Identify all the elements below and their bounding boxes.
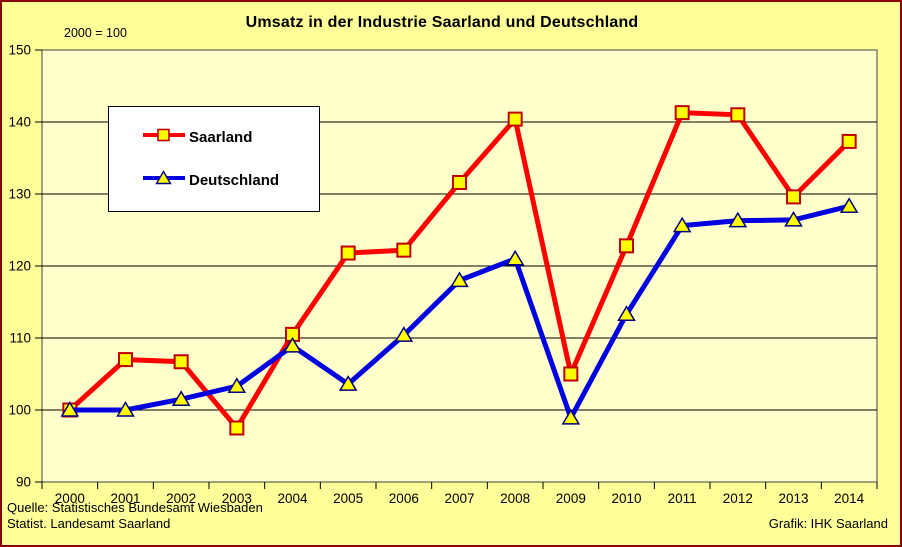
marker-deutschland	[617, 305, 636, 321]
marker-deutschland	[728, 211, 748, 228]
x-axis-label: 2000	[55, 491, 85, 506]
x-axis-label: 2013	[778, 491, 808, 506]
x-axis-label: 2008	[500, 491, 530, 506]
legend-label-deutschland: Deutschland	[189, 171, 280, 189]
marker-saarland	[619, 238, 634, 254]
x-axis-label: 2007	[444, 491, 474, 506]
legend-label-saarland: Saarland	[189, 129, 253, 147]
x-axis-label: 2011	[668, 491, 697, 506]
index-base-note: 2000 = 100	[64, 26, 127, 40]
marker-saarland	[340, 245, 356, 261]
marker-deutschland	[283, 336, 302, 353]
y-axis-label: 130	[8, 187, 31, 202]
marker-saarland	[674, 105, 690, 121]
legend-swatch	[143, 169, 185, 184]
source-line-1: Quelle: Statistisches Bundesamt Wiesbade…	[7, 500, 263, 515]
x-axis-label: 2010	[611, 491, 641, 506]
y-axis-label: 140	[8, 115, 31, 130]
y-axis-label: 110	[9, 331, 31, 346]
legend-item-deutschland[interactable]: Deutschland	[141, 169, 319, 192]
x-axis-label: 2012	[723, 491, 753, 506]
legend-item-saarland[interactable]: Saarland	[141, 126, 319, 149]
marker-deutschland	[60, 401, 80, 417]
marker-saarland	[173, 354, 189, 370]
marker-deutschland	[116, 401, 135, 417]
marker-deutschland	[839, 197, 859, 213]
x-axis-label: 2003	[222, 491, 252, 506]
marker-deutschland	[561, 408, 581, 425]
marker-deutschland	[505, 249, 525, 266]
marker-saarland	[786, 189, 801, 205]
marker-saarland	[229, 420, 245, 436]
marker-deutschland	[394, 326, 414, 342]
legend-swatch	[143, 129, 185, 142]
y-axis-label: 120	[8, 259, 31, 274]
deutschland-line-marker-icon	[141, 169, 187, 192]
legend: Saarland Deutschland	[108, 106, 320, 212]
marker-saarland	[563, 366, 579, 382]
x-axis-label: 2005	[333, 491, 363, 506]
marker-deutschland	[171, 390, 191, 406]
x-axis-label: 2004	[277, 491, 308, 506]
x-axis-label: 2009	[556, 491, 586, 506]
marker-saarland	[118, 352, 133, 368]
marker-deutschland	[672, 216, 692, 233]
x-axis-label: 2014	[834, 491, 865, 506]
marker-saarland	[452, 174, 467, 190]
source-line-2: Statist. Landesamt Saarland	[7, 516, 171, 531]
y-axis-label: 100	[8, 403, 31, 418]
marker-saarland	[841, 133, 857, 149]
y-axis-label: 150	[8, 43, 31, 58]
y-axis-label: 90	[16, 475, 31, 490]
marker-saarland	[396, 242, 412, 258]
marker-saarland	[507, 111, 523, 127]
x-axis-label: 2001	[110, 491, 140, 506]
marker-deutschland	[450, 271, 469, 288]
marker-deutschland	[784, 210, 803, 227]
chart-title: Umsatz in der Industrie Saarland und Deu…	[245, 14, 639, 31]
saarland-line-marker-icon	[141, 126, 187, 149]
marker-deutschland	[227, 377, 247, 393]
credit-line: Grafik: IHK Saarland	[768, 516, 888, 531]
marker-saarland	[730, 107, 746, 123]
marker-deutschland	[338, 375, 358, 391]
x-axis-label: 2006	[389, 491, 419, 506]
x-axis-label: 2002	[166, 491, 196, 506]
